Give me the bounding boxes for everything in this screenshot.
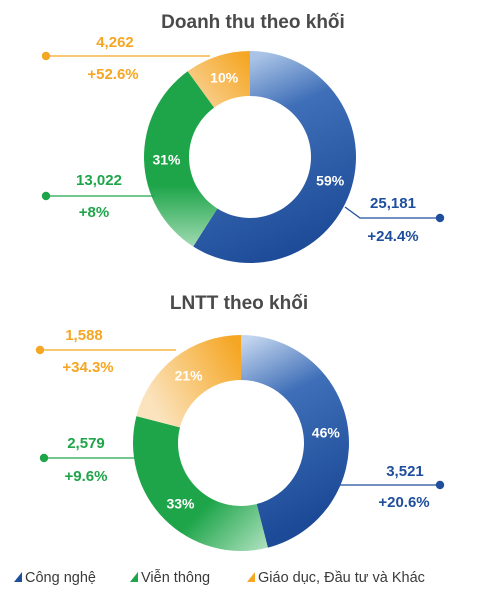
legend-swatch xyxy=(14,572,22,582)
legend-item-vien-thong: Viễn thông xyxy=(130,569,210,586)
donut-slice-giao-duc xyxy=(136,335,241,428)
callout-change: +8% xyxy=(79,204,109,221)
callout-giao-duc: 1,588 +34.3% xyxy=(35,327,176,376)
callout-dot xyxy=(435,480,445,490)
legend-label: Giáo dục, Đầu tư và Khác xyxy=(258,570,425,586)
donut-slice-vien-thong xyxy=(133,416,268,551)
legend-item-cong-nghe: Công nghệ xyxy=(14,570,96,586)
revenue-donut-chart: Doanh thu theo khối 59% 31% 10% 25,181 +… xyxy=(41,12,445,263)
legend: Công nghệ Viễn thông Giáo dục, Đầu tư và… xyxy=(14,569,425,586)
callout-value: 1,588 xyxy=(65,327,103,344)
legend-label: Viễn thông xyxy=(141,569,210,586)
callout-value: 25,181 xyxy=(370,195,416,212)
callout-value: 3,521 xyxy=(386,463,424,480)
donut-slice-vien-thong xyxy=(144,71,218,247)
legend-swatch xyxy=(130,572,138,582)
legend-item-giao-duc: Giáo dục, Đầu tư và Khác xyxy=(247,570,425,586)
chart-title: LNTT theo khối xyxy=(170,293,308,314)
profit-donut-chart: LNTT theo khối 46% 33% 21% 3,521 +20.6% … xyxy=(35,293,445,551)
chart-title: Doanh thu theo khối xyxy=(161,12,345,33)
callout-vien-thong: 2,579 +9.6% xyxy=(39,435,140,485)
callout-cong-nghe: 3,521 +20.6% xyxy=(340,463,445,511)
donut-slice-cong-nghe xyxy=(193,51,357,263)
slice-label-0: 59% xyxy=(316,172,345,188)
slice-label-0: 46% xyxy=(312,424,341,440)
donut-slice-cong-nghe xyxy=(241,335,349,548)
callout-dot xyxy=(35,345,45,355)
slice-label-1: 31% xyxy=(152,152,181,168)
callout-value: 4,262 xyxy=(96,34,134,51)
donut-slices xyxy=(133,335,349,551)
legend-swatch xyxy=(247,572,255,582)
callout-dot xyxy=(39,453,49,463)
callout-value: 2,579 xyxy=(67,435,105,452)
callout-change: +9.6% xyxy=(65,468,108,485)
slice-label-2: 21% xyxy=(175,367,204,383)
donut-slice-giao-duc xyxy=(187,51,250,108)
callout-cong-nghe: 25,181 +24.4% xyxy=(344,195,445,245)
callout-dot xyxy=(41,51,51,61)
callout-value: 13,022 xyxy=(76,172,122,189)
callout-change: +24.4% xyxy=(367,228,418,245)
callout-change: +34.3% xyxy=(62,359,113,376)
slice-labels: 59% 31% 10% xyxy=(152,70,344,189)
callout-vien-thong: 13,022 +8% xyxy=(41,172,155,221)
callout-giao-duc: 4,262 +52.6% xyxy=(41,34,210,83)
donut-slices xyxy=(144,51,357,263)
slice-label-2: 10% xyxy=(210,70,239,86)
callout-line xyxy=(344,206,440,219)
callout-dot xyxy=(435,213,445,223)
callout-dot xyxy=(41,191,51,201)
slice-labels: 46% 33% 21% xyxy=(166,367,340,511)
callout-change: +20.6% xyxy=(378,494,429,511)
legend-label: Công nghệ xyxy=(25,570,96,586)
callout-change: +52.6% xyxy=(87,66,138,83)
slice-label-1: 33% xyxy=(166,496,195,512)
